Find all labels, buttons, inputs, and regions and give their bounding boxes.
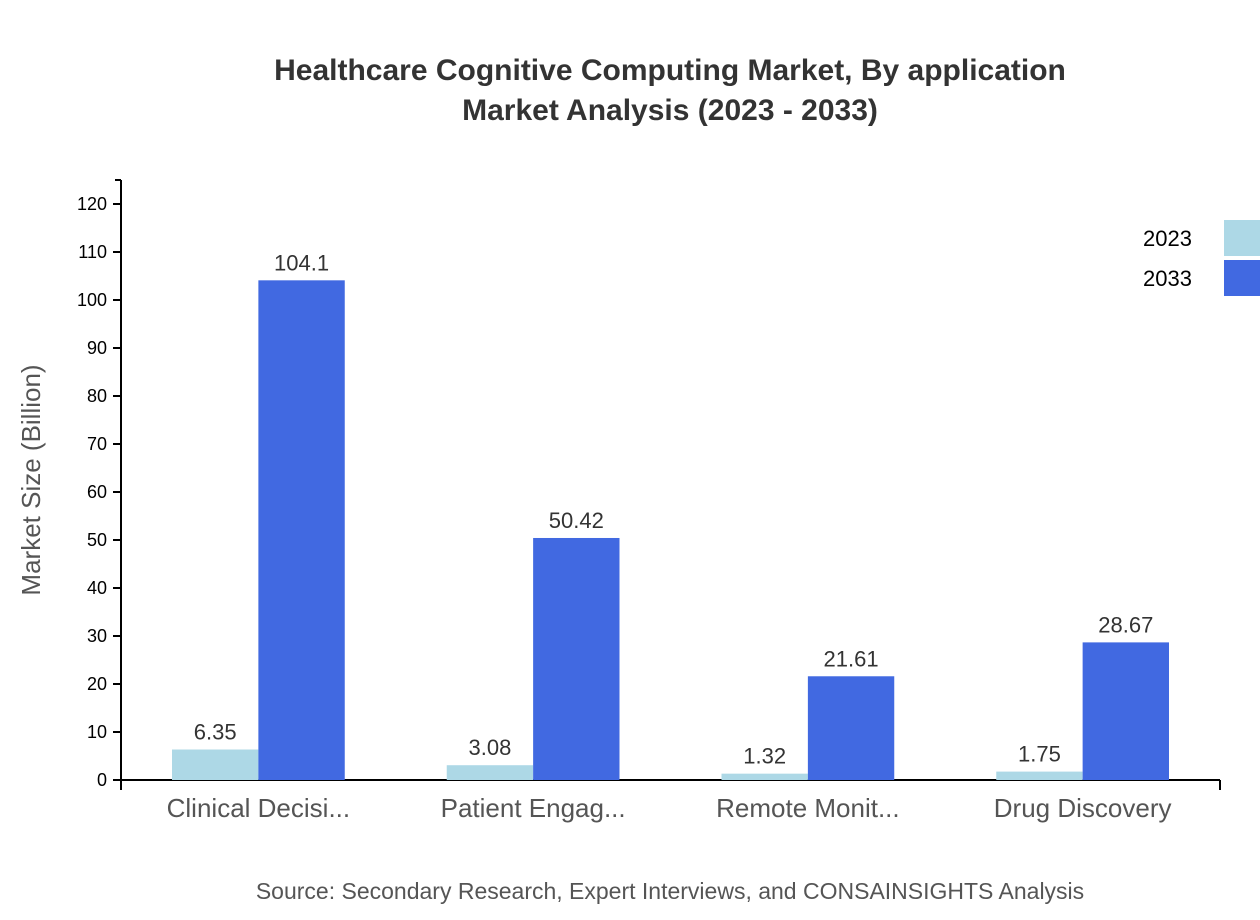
- data-label: 6.35: [194, 720, 237, 745]
- bar-2023: [172, 749, 259, 780]
- x-tick-label: Patient Engag...: [441, 793, 626, 823]
- y-tick-label: 40: [87, 578, 107, 598]
- data-label: 50.42: [549, 508, 604, 533]
- y-tick-label: 30: [87, 626, 107, 646]
- x-tick-label: Clinical Decisi...: [167, 793, 351, 823]
- data-label: 104.1: [274, 250, 329, 275]
- bar-2033: [258, 280, 345, 780]
- y-tick-label: 90: [87, 338, 107, 358]
- data-label: 1.32: [743, 744, 786, 769]
- y-tick-label: 50: [87, 530, 107, 550]
- legend-swatch: [1224, 260, 1260, 296]
- chart-title: Healthcare Cognitive Computing Market, B…: [274, 54, 1066, 87]
- y-tick-label: 70: [87, 434, 107, 454]
- x-tick-label: Remote Monit...: [716, 793, 900, 823]
- legend: 2023 2033: [1143, 220, 1260, 296]
- y-tick-label: 110: [78, 242, 107, 262]
- bar-2023: [996, 771, 1083, 780]
- bar-2033: [807, 676, 895, 780]
- source-note: Source: Secondary Research, Expert Inter…: [256, 878, 1084, 904]
- y-tick-label: 100: [77, 290, 107, 310]
- y-tick-label: 20: [87, 674, 107, 694]
- bar-2033: [533, 537, 620, 780]
- x-tick-label: Drug Discovery: [994, 793, 1172, 823]
- chart-subtitle: Market Analysis (2023 - 2033): [462, 94, 878, 127]
- bar-2033: [1082, 642, 1169, 780]
- y-tick-label: 60: [87, 482, 107, 502]
- bar-2023: [446, 765, 534, 780]
- y-tick-label: 0: [97, 770, 107, 790]
- legend-swatch: [1224, 220, 1260, 256]
- data-label: 28.67: [1098, 612, 1153, 637]
- legend-label: 2033: [1143, 266, 1192, 291]
- data-label: 1.75: [1018, 742, 1061, 767]
- legend-label: 2023: [1143, 226, 1192, 251]
- data-label: 3.08: [469, 735, 512, 760]
- y-axis-label: Market Size (Billion): [16, 364, 46, 595]
- y-tick-label: 10: [87, 722, 107, 742]
- bar-2023: [721, 773, 808, 780]
- data-label: 21.61: [824, 646, 879, 671]
- y-tick-label: 80: [87, 386, 107, 406]
- y-tick-label: 120: [77, 194, 107, 214]
